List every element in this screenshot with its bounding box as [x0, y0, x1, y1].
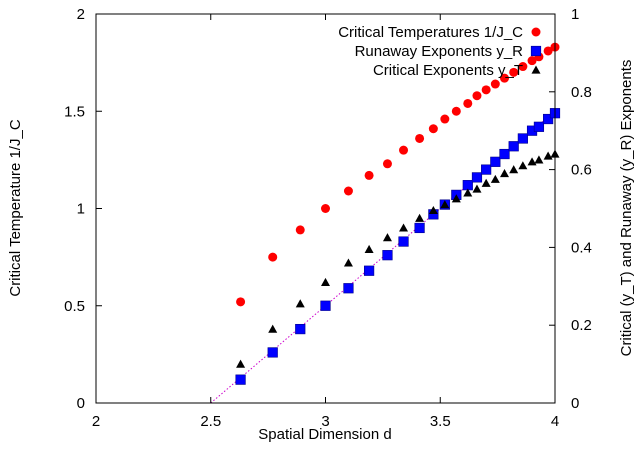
critical-temperature-point	[500, 73, 510, 83]
critical-temperature-point	[451, 106, 461, 116]
y-right-tick-label: 0.2	[571, 317, 592, 334]
critical-exponent-point	[490, 174, 500, 183]
runaway-exponent-point	[533, 121, 545, 132]
critical-exponent-point	[518, 161, 528, 170]
runaway-exponent-point	[471, 172, 483, 183]
runaway-exponent-point	[481, 164, 492, 175]
runaway-exponent-point	[235, 374, 246, 385]
critical-exponent-point	[527, 157, 537, 166]
y-right-tick-label: 0.6	[571, 162, 592, 179]
critical-temperature-point	[364, 170, 374, 180]
critical-exponent-point	[463, 188, 473, 197]
legend-label-critical-exponents: Critical Exponents y_T	[373, 62, 523, 79]
y-right-tick-label: 0.8	[571, 84, 592, 101]
critical-exponent-point	[295, 299, 305, 308]
critical-temperature-point	[343, 186, 353, 196]
critical-exponent-point	[268, 324, 278, 333]
critical-exponent-point	[321, 277, 330, 287]
critical-temperature-point	[295, 225, 305, 235]
critical-temperature-point	[509, 67, 519, 77]
y-right-tick-label: 0.4	[571, 239, 592, 256]
critical-temperature-point	[472, 91, 482, 101]
runaway-exponent-point	[499, 148, 510, 160]
critical-temperature-point	[236, 297, 246, 307]
y-left-tick-label: 1	[77, 201, 85, 218]
critical-temperature-point	[481, 85, 491, 95]
critical-exponent-point	[500, 168, 510, 178]
runaway-exponent-point	[320, 300, 331, 311]
y-left-tick-label: 0.5	[64, 298, 85, 315]
runaway-exponent-point	[490, 156, 501, 167]
x-tick-label: 2	[92, 413, 100, 430]
critical-exponent-point	[481, 178, 491, 187]
x-tick-label: 4	[551, 413, 559, 430]
y-axis-right-label: Critical (y_T) and Runaway (y_R) Exponen…	[618, 60, 635, 357]
critical-temperature-point	[543, 46, 553, 56]
x-axis-label: Spatial Dimension d	[258, 426, 391, 443]
critical-exponent-point	[509, 165, 519, 174]
runaway-exponent-point	[382, 250, 393, 261]
critical-temperature-point	[440, 114, 450, 124]
critical-exponent-point	[534, 155, 544, 164]
critical-temperature-point	[463, 98, 473, 108]
y-axis-left-label: Critical Temperature 1/J_C	[7, 119, 24, 296]
y-left-tick-label: 1.5	[64, 103, 85, 120]
runaway-exponent-point	[517, 133, 528, 144]
runaway-exponent-point	[543, 113, 554, 125]
runaway-exponent-point	[414, 222, 425, 234]
legend-marker-circle-icon	[531, 27, 541, 37]
critical-temperature-point	[428, 124, 438, 134]
critical-temperature-point	[518, 62, 528, 72]
legend: Critical Temperatures 1/J_C Runaway Expo…	[338, 24, 542, 79]
legend-label-runaway-exponents: Runaway Exponents y_R	[355, 43, 524, 60]
runaway-exponent-point	[267, 347, 278, 358]
x-tick-label: 2.5	[200, 413, 221, 430]
critical-temperature-point	[527, 56, 537, 66]
runaway-exponent-point	[364, 265, 375, 276]
y-right-tick-label: 0	[571, 395, 579, 412]
critical-exponent-point	[428, 205, 438, 215]
x-tick-label: 3	[321, 413, 329, 430]
critical-exponent-point	[472, 184, 482, 193]
y-left-tick-label: 2	[77, 6, 85, 23]
y-right-tick-label: 1	[571, 6, 579, 23]
legend-label-critical-temperatures: Critical Temperatures 1/J_C	[338, 24, 523, 41]
critical-exponent-point	[343, 258, 353, 267]
runaway-exponent-point	[295, 323, 306, 335]
critical-temperature-point	[268, 252, 278, 262]
legend-marker-triangle-icon	[531, 65, 541, 74]
x-tick-label: 3.5	[430, 413, 451, 430]
legend-marker-square-icon	[530, 45, 542, 57]
critical-exponent-point	[440, 200, 450, 209]
critical-temperature-point	[321, 204, 330, 213]
critical-exponent-point	[364, 244, 374, 253]
y-left-tick-label: 0	[77, 395, 85, 412]
critical-temperature-point	[399, 145, 409, 155]
critical-exponent-point	[382, 233, 392, 242]
critical-exponent-point	[236, 359, 246, 368]
critical-exponent-point	[399, 223, 409, 232]
critical-temperature-point	[490, 79, 500, 89]
critical-temperature-point	[415, 133, 425, 143]
critical-exponent-point	[543, 151, 553, 160]
critical-temperature-point	[382, 159, 392, 169]
runaway-exponent-point	[398, 236, 409, 247]
critical-exponent-point	[451, 194, 461, 203]
runaway-exponent-point	[343, 283, 354, 294]
runaway-exponent-point	[508, 141, 519, 152]
critical-exponent-point	[415, 213, 425, 222]
